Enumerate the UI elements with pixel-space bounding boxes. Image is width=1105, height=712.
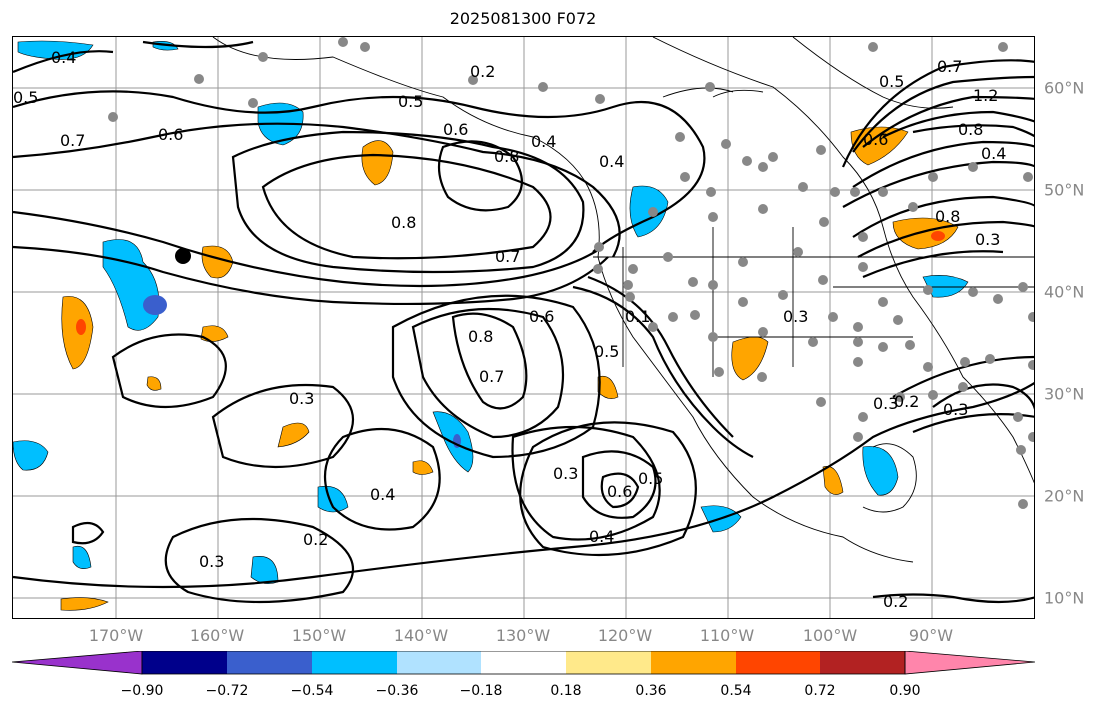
svg-text:0.7: 0.7 [60,131,85,150]
colorbar-tick: 0.90 [889,683,921,699]
svg-text:0.3: 0.3 [553,464,578,483]
contours [13,40,1034,604]
svg-text:1.2: 1.2 [973,86,998,105]
lon-label: 90°W [908,626,954,645]
svg-text:0.1: 0.1 [625,307,650,326]
svg-text:0.4: 0.4 [599,152,624,171]
lon-label: 110°W [699,626,755,645]
colorbar-tick: −0.18 [459,683,503,699]
lon-label: 140°W [393,626,449,645]
svg-text:0.5: 0.5 [638,469,663,488]
lat-label: 40°N [1044,282,1085,302]
lon-label: 120°W [597,626,653,645]
svg-text:0.4: 0.4 [531,132,556,151]
svg-text:0.3: 0.3 [199,552,224,571]
contour-labels: 0.4 0.5 0.7 0.6 0.2 0.5 0.6 0.4 0.8 0.4 … [13,48,1006,611]
svg-text:0.2: 0.2 [883,592,908,611]
svg-text:0.6: 0.6 [443,120,468,139]
svg-text:0.2: 0.2 [470,62,495,81]
lon-label: 150°W [291,626,347,645]
colorbar-segment [566,651,651,674]
svg-text:0.8: 0.8 [468,327,493,346]
colorbar-tick: −0.36 [375,683,419,699]
colorbar-segment [736,651,820,674]
lon-label: 170°W [88,626,144,645]
colorbar-segment [142,651,227,674]
svg-text:0.7: 0.7 [479,367,504,386]
lon-label: 130°W [495,626,551,645]
shaded-anomalies [13,40,969,611]
colorbar-tick: −0.54 [290,683,334,699]
svg-text:0.8: 0.8 [494,147,519,166]
svg-text:0.8: 0.8 [958,120,983,139]
colorbar-tick: 0.72 [804,683,836,699]
svg-text:0.2: 0.2 [894,392,919,411]
svg-text:0.8: 0.8 [391,213,416,232]
colorbar-segment [481,651,566,674]
colorbar-segment [312,651,397,674]
colorbar [12,651,1035,675]
svg-text:0.3: 0.3 [943,400,968,419]
colorbar-segment [651,651,736,674]
lat-label: 10°N [1044,588,1085,608]
lat-label: 50°N [1044,180,1085,200]
colorbar-tick: 0.54 [720,683,752,699]
svg-text:0.5: 0.5 [398,92,423,111]
svg-text:0.4: 0.4 [51,48,76,67]
location-marker[interactable] [175,248,191,264]
svg-text:0.8: 0.8 [935,207,960,226]
colorbar-tick: −0.90 [120,683,164,699]
svg-text:0.5: 0.5 [594,342,619,361]
svg-text:0.4: 0.4 [589,527,614,546]
lat-label: 60°N [1044,78,1085,98]
svg-text:0.5: 0.5 [13,88,38,107]
colorbar-tick: −0.72 [205,683,249,699]
svg-text:0.3: 0.3 [783,307,808,326]
lat-label: 20°N [1044,486,1085,506]
svg-text:0.4: 0.4 [370,485,395,504]
svg-text:0.4: 0.4 [981,144,1006,163]
svg-text:0.6: 0.6 [529,307,554,326]
lon-label: 100°W [802,626,858,645]
svg-text:0.6: 0.6 [158,125,183,144]
svg-text:0.6: 0.6 [863,130,888,149]
map-canvas: 0.4 0.5 0.7 0.6 0.2 0.5 0.6 0.4 0.8 0.4 … [13,37,1034,618]
colorbar-segment [227,651,312,674]
colorbar-tick: 0.36 [635,683,667,699]
lon-label: 160°W [189,626,245,645]
map-title: 2025081300 F072 [449,9,597,28]
colorbar-extend-low [12,651,143,675]
colorbar-segment [820,651,905,674]
svg-text:0.7: 0.7 [495,247,520,266]
coastlines [212,37,1034,563]
svg-text:0.3: 0.3 [873,394,898,413]
svg-text:0.6: 0.6 [607,482,632,501]
colorbar-segment [397,651,481,674]
svg-text:0.5: 0.5 [879,72,904,91]
colorbar-extend-high [904,651,1035,675]
svg-text:0.7: 0.7 [937,57,962,76]
map-panel[interactable]: 0.4 0.5 0.7 0.6 0.2 0.5 0.6 0.4 0.8 0.4 … [12,36,1035,619]
colorbar-tick: 0.18 [550,683,582,699]
station-dots [108,37,1034,509]
lat-label: 30°N [1044,384,1085,404]
svg-text:0.2: 0.2 [303,530,328,549]
svg-text:0.3: 0.3 [975,230,1000,249]
svg-text:0.3: 0.3 [289,389,314,408]
